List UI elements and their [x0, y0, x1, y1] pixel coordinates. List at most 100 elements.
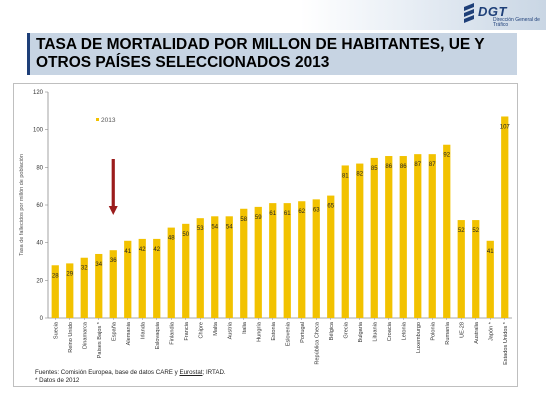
data-label: 41	[487, 249, 494, 255]
bar	[283, 203, 291, 318]
data-label: 34	[95, 262, 102, 268]
page-title: TASA DE MORTALIDAD POR MILLON DE HABITAN…	[36, 36, 485, 71]
category-label: Bulgaria	[358, 321, 364, 342]
bar	[225, 216, 233, 318]
bar	[385, 156, 393, 318]
category-label: Hungría	[256, 321, 262, 342]
highlight-arrow-icon	[108, 159, 118, 215]
category-label: Luxemburgo	[416, 322, 422, 353]
bar	[327, 195, 335, 318]
data-label: 36	[110, 258, 117, 264]
bar	[269, 203, 277, 318]
bar	[472, 220, 480, 318]
bar	[153, 238, 161, 318]
bar	[312, 199, 320, 318]
y-tick-label: 80	[36, 165, 43, 171]
data-label: 61	[269, 211, 276, 217]
bar-chart: 0 20 40 60 80 100 120 Tasa de fallecidos por mi…	[19, 90, 512, 365]
bar	[138, 238, 146, 318]
dgt-logo-icon	[464, 3, 474, 23]
bar	[240, 208, 248, 318]
category-label: Chipre	[198, 322, 204, 338]
data-label: 59	[255, 215, 262, 221]
bar	[501, 116, 509, 318]
bar	[298, 201, 306, 318]
category-label: Australia	[474, 321, 480, 344]
category-label: Austria	[227, 321, 233, 339]
dgt-logo: DGT Dirección General de Tráfico	[462, 3, 544, 29]
category-label: Alemania	[126, 321, 132, 345]
data-label: 86	[385, 164, 392, 170]
category-label: Lituania	[372, 321, 378, 341]
category-label: Eslovaquia	[155, 321, 161, 349]
data-label: 82	[356, 172, 363, 178]
category-label: Rumanía	[445, 321, 451, 345]
legend-swatch	[96, 118, 99, 121]
data-label: 50	[182, 232, 189, 238]
category-label: Croacia	[387, 321, 393, 341]
data-label: 58	[240, 217, 247, 223]
category-label: Países Bajos *	[97, 321, 103, 358]
eurostat-link[interactable]: Eurostat	[179, 369, 203, 376]
data-label: 65	[327, 204, 334, 210]
category-label: Estonia	[271, 321, 277, 341]
category-label: Francia	[184, 321, 190, 341]
y-tick-label: 40	[36, 241, 43, 247]
data-label: 54	[226, 224, 233, 230]
data-label: 54	[211, 224, 218, 230]
data-label: 62	[298, 209, 305, 215]
category-label: Letonia	[401, 321, 407, 340]
bar	[196, 218, 204, 318]
data-label: 52	[458, 228, 465, 234]
category-label: Irlanda	[140, 321, 146, 339]
bar	[109, 250, 117, 318]
category-label: Bélgica	[329, 321, 335, 340]
logo-text: DGT	[478, 4, 507, 19]
category-label: UE-28	[459, 322, 465, 338]
category-label: Eslovenia	[285, 321, 291, 346]
bar	[356, 163, 364, 318]
bar	[211, 216, 219, 318]
data-label: 52	[472, 228, 479, 234]
data-label: 81	[342, 173, 349, 179]
category-label: Suecia	[53, 321, 59, 339]
y-tick-label: 20	[36, 278, 43, 284]
category-label: Portugal	[300, 322, 306, 343]
category-label: Grecia	[343, 321, 349, 338]
bar	[457, 220, 465, 318]
bar	[414, 154, 422, 318]
footnote-sources-suffix: ; IRTAD.	[202, 369, 226, 376]
data-label: 28	[52, 273, 59, 279]
title-box: TASA DE MORTALIDAD POR MILLON DE HABITAN…	[27, 33, 517, 75]
category-label: República Checa	[314, 321, 320, 364]
data-label: 61	[284, 211, 291, 217]
y-tick-label: 100	[33, 128, 44, 134]
y-tick-label: 60	[36, 203, 43, 209]
bar	[443, 144, 451, 318]
bar	[51, 265, 59, 318]
bar	[66, 263, 74, 318]
category-label: España	[111, 321, 117, 341]
footnote: Fuentes: Comisión Europea, base de datos…	[35, 369, 226, 385]
bar	[486, 240, 494, 318]
bar	[254, 206, 262, 318]
bar	[370, 157, 378, 318]
category-label: Reino Unido	[68, 322, 74, 353]
data-label: 29	[66, 271, 73, 277]
category-label: Finlandia	[169, 321, 175, 345]
y-tick-label: 0	[40, 316, 44, 322]
arrow-head	[108, 206, 118, 215]
data-label: 42	[153, 247, 160, 253]
arrow-shaft	[111, 159, 115, 207]
category-label: Japón *	[488, 321, 494, 341]
data-label: 92	[443, 153, 450, 159]
category-label: Estados Unidos *	[503, 321, 509, 365]
category-label: Malta	[213, 321, 219, 336]
header-band	[0, 0, 546, 30]
bar	[341, 165, 349, 318]
footnote-sources-prefix: Fuentes: Comisión Europea, base de datos…	[35, 369, 180, 376]
bar	[428, 154, 436, 318]
data-label: 42	[139, 247, 146, 253]
y-tick-label: 120	[33, 90, 44, 96]
data-label: 87	[429, 162, 436, 168]
